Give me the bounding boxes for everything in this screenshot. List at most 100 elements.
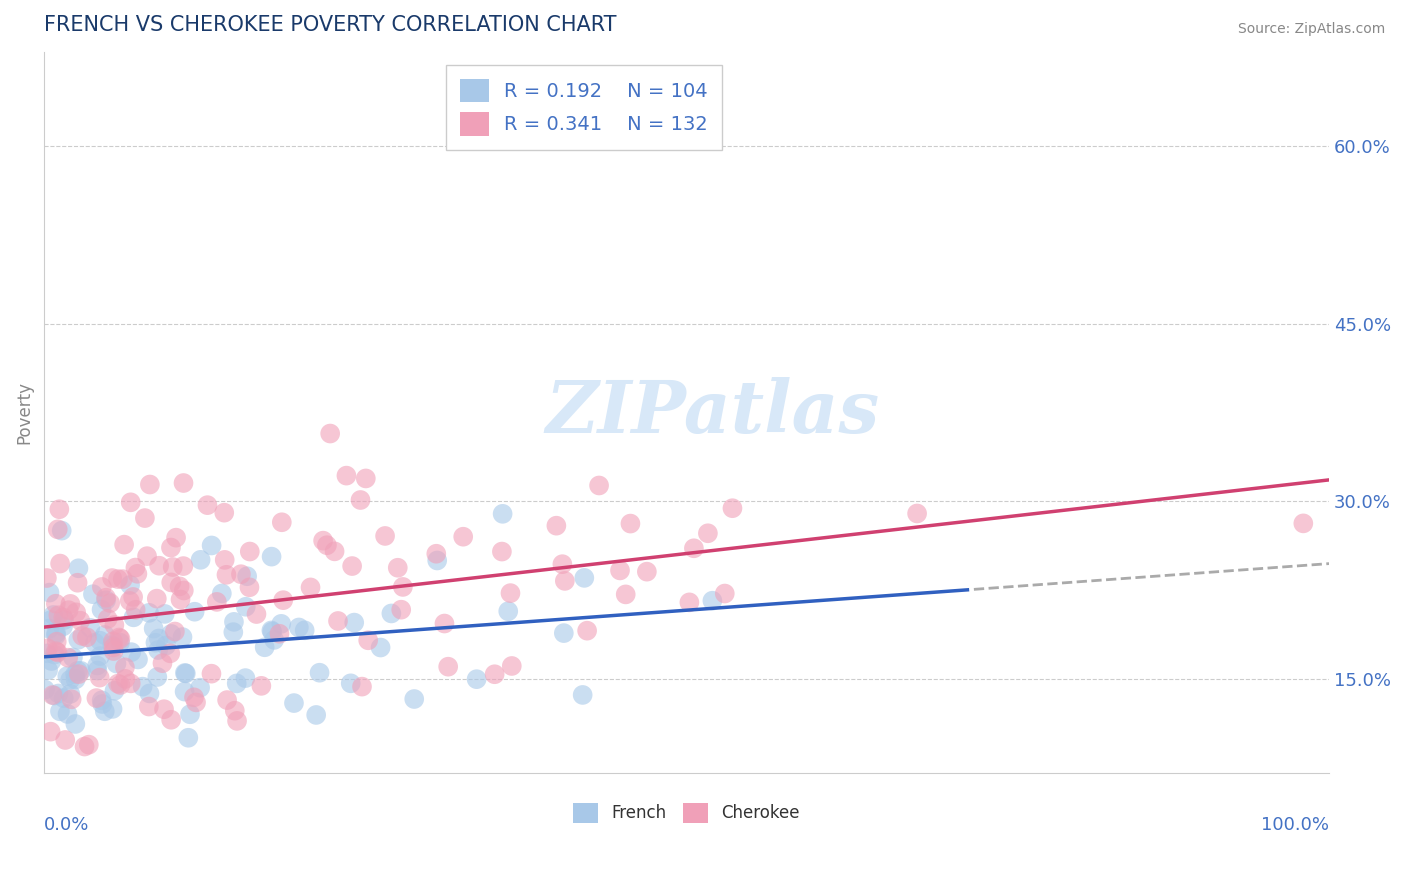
Point [52, 619, 75, 633]
Point [197, 498, 219, 512]
Point [319, 426, 342, 441]
Point [66, 575, 89, 590]
Point [131, 680, 153, 694]
Point [53, 613, 76, 627]
Point [139, 477, 162, 491]
Point [426, 553, 449, 567]
Point [374, 529, 396, 543]
Point [299, 581, 322, 595]
Point [120, 676, 142, 690]
Point [308, 665, 330, 680]
Point [65, 605, 87, 619]
Point [110, 632, 132, 646]
Point [678, 595, 700, 609]
Point [148, 558, 170, 573]
Point [288, 620, 311, 634]
Point [496, 604, 519, 618]
Text: FRENCH VS CHEROKEE POVERTY CORRELATION CHART: FRENCH VS CHEROKEE POVERTY CORRELATION C… [44, 15, 617, 35]
Point [236, 569, 259, 583]
Text: Source: ZipAtlas.com: Source: ZipAtlas.com [1237, 22, 1385, 37]
Point [52, 610, 75, 624]
Point [112, 538, 135, 552]
Point [101, 634, 124, 648]
Point [60, 692, 83, 706]
Point [160, 575, 183, 590]
Point [553, 626, 575, 640]
Point [37, 646, 59, 660]
Point [58, 603, 80, 617]
Point [37, 663, 59, 677]
Point [127, 566, 149, 581]
Point [127, 652, 149, 666]
Point [82, 587, 104, 601]
Point [107, 572, 129, 586]
Point [153, 607, 176, 621]
Point [326, 614, 349, 628]
Point [335, 468, 357, 483]
Point [389, 603, 412, 617]
Point [574, 571, 596, 585]
Point [173, 475, 195, 490]
Point [38, 622, 60, 636]
Point [614, 587, 637, 601]
Point [162, 560, 184, 574]
Point [155, 639, 177, 653]
Point [101, 702, 124, 716]
Point [160, 713, 183, 727]
Point [89, 633, 111, 648]
Point [222, 615, 245, 629]
Point [491, 507, 513, 521]
Point [702, 593, 724, 607]
Point [48, 502, 70, 516]
Point [59, 673, 82, 687]
Point [271, 593, 294, 607]
Point [120, 578, 142, 592]
Point [179, 707, 201, 722]
Point [120, 495, 142, 509]
Point [44, 689, 66, 703]
Point [636, 565, 658, 579]
Point [169, 579, 191, 593]
Point [84, 636, 107, 650]
Point [217, 693, 239, 707]
Point [260, 549, 283, 564]
Point [215, 567, 238, 582]
Point [42, 607, 65, 622]
Point [177, 731, 200, 745]
Point [108, 631, 131, 645]
Point [111, 572, 134, 586]
Point [222, 625, 245, 640]
Point [103, 618, 125, 632]
Point [86, 658, 108, 673]
Point [239, 544, 262, 558]
Point [294, 624, 316, 638]
Point [49, 704, 72, 718]
Point [357, 633, 380, 648]
Point [122, 610, 145, 624]
Point [425, 547, 447, 561]
Point [142, 622, 165, 636]
Point [51, 524, 73, 538]
Point [484, 667, 506, 681]
Point [90, 580, 112, 594]
Point [214, 553, 236, 567]
Point [118, 594, 141, 608]
Point [546, 518, 568, 533]
Point [94, 591, 117, 605]
Point [160, 541, 183, 555]
Point [174, 666, 197, 681]
Point [134, 511, 156, 525]
Point [229, 567, 252, 582]
Point [305, 708, 328, 723]
Point [270, 616, 292, 631]
Point [316, 538, 339, 552]
Point [59, 687, 82, 701]
Point [45, 634, 67, 648]
Point [49, 557, 72, 571]
Point [173, 665, 195, 680]
Point [159, 646, 181, 660]
Point [67, 632, 90, 647]
Point [905, 507, 928, 521]
Point [114, 660, 136, 674]
Point [370, 640, 392, 655]
